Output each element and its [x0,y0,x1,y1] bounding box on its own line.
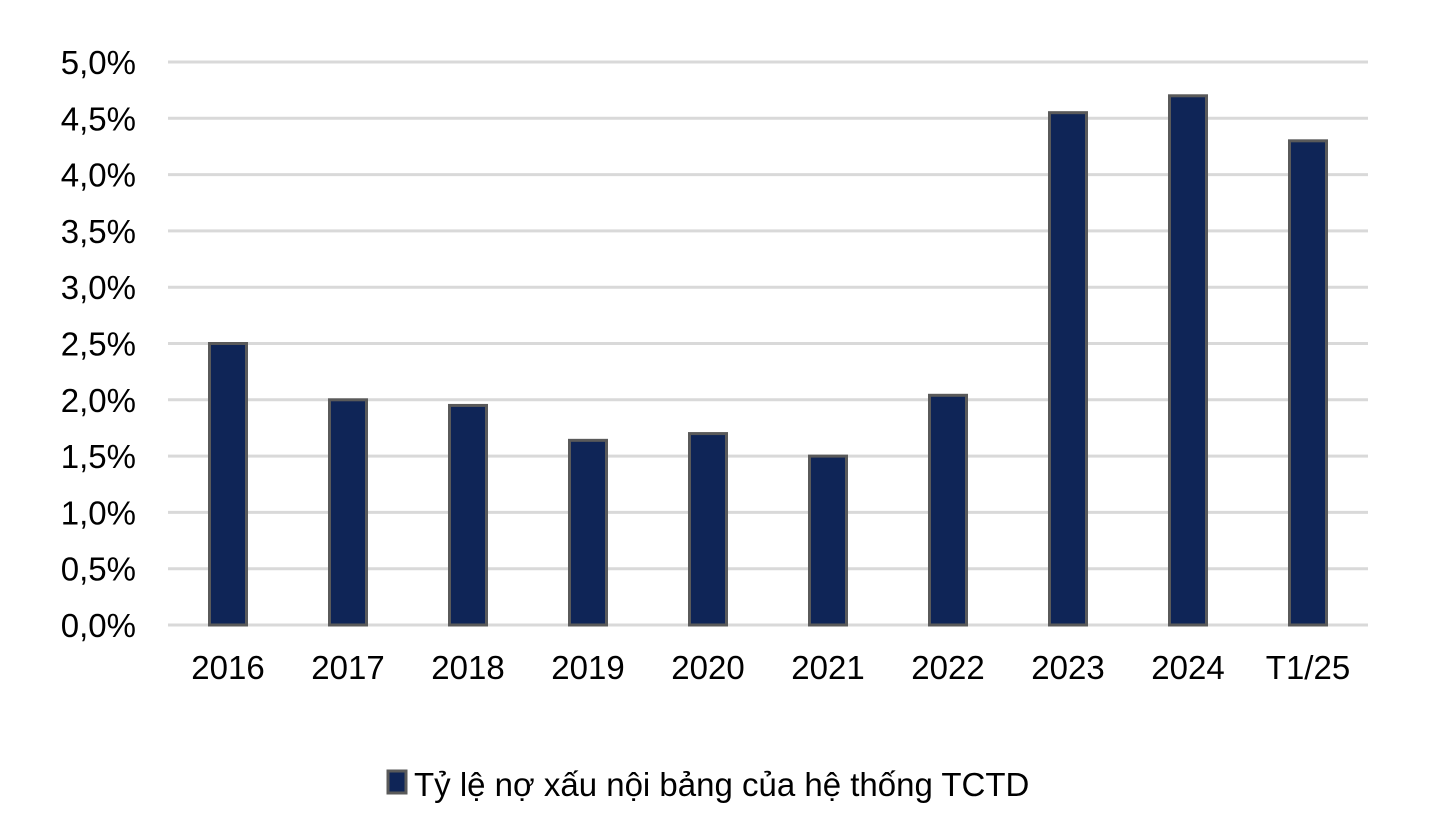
x-tick-label: 2021 [791,649,864,686]
bar-2018 [448,403,488,627]
x-tick-label: 2019 [551,649,624,686]
y-tick-label: 0,0% [61,607,136,644]
y-tick-label: 4,5% [61,100,136,137]
y-tick-label: 0,5% [61,551,136,588]
y-tick-label: 4,0% [61,157,136,194]
bars [208,94,1328,627]
bar-2016 [208,342,248,627]
bar-2020 [688,432,728,627]
bar-2022 [928,393,968,627]
x-tick-label: 2016 [191,649,264,686]
y-tick-label: 5,0% [61,44,136,81]
legend-swatch [386,769,408,795]
x-tick-label: 2023 [1031,649,1104,686]
x-tick-label: 2024 [1151,649,1224,686]
y-axis-ticks: 0,0% 0,5% 1,0% 1,5% 2,0% 2,5% 3,0% 3,5% 4,0% 4,5%… [61,44,136,644]
bar-2017 [328,398,368,627]
bar-2023 [1048,111,1088,627]
x-axis-ticks: 2016 2017 2018 2019 2020 2021 2022 2023 2024 T1/2… [191,649,1350,686]
x-tick-label: 2022 [911,649,984,686]
bar-2021 [808,454,848,627]
x-tick-label: 2020 [671,649,744,686]
x-tick-label: 2017 [311,649,384,686]
y-tick-label: 2,0% [61,382,136,419]
bar-t1-25 [1288,139,1328,627]
legend: Tỷ lệ nợ xấu nội bảng của hệ thống TCTD [386,766,1029,803]
legend-label: Tỷ lệ nợ xấu nội bảng của hệ thống TCTD [414,766,1029,803]
y-tick-label: 1,5% [61,438,136,475]
y-tick-label: 1,0% [61,494,136,531]
x-tick-label: T1/25 [1266,649,1350,686]
y-tick-label: 2,5% [61,326,136,363]
bar-2019 [568,438,608,627]
y-tick-label: 3,5% [61,213,136,250]
y-tick-label: 3,0% [61,269,136,306]
x-tick-label: 2018 [431,649,504,686]
bar-2024 [1168,94,1208,627]
